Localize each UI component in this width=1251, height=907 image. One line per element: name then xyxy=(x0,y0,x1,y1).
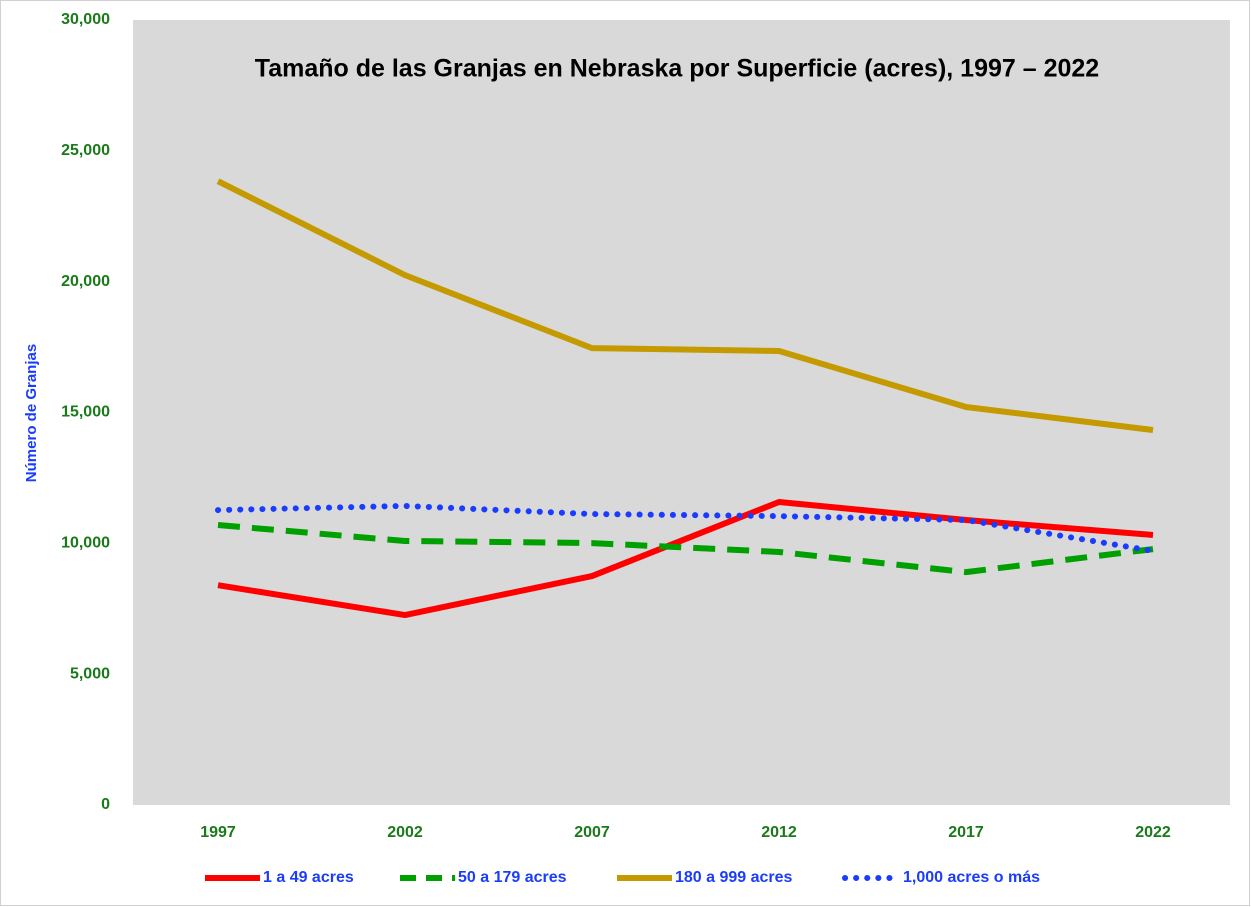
series-line xyxy=(217,522,1154,576)
x-tick-label: 2012 xyxy=(761,824,797,841)
series-line xyxy=(217,498,1154,619)
legend-label: 1 a 49 acres xyxy=(263,869,354,886)
y-tick-label: 10,000 xyxy=(61,535,110,552)
y-tick-label: 30,000 xyxy=(61,11,110,28)
y-axis-label: Número de Granjas xyxy=(23,344,40,482)
y-tick-label: 20,000 xyxy=(61,273,110,290)
y-tick-label: 0 xyxy=(101,796,110,813)
x-tick-label: 2007 xyxy=(574,824,610,841)
legend-label: 1,000 acres o más xyxy=(903,869,1040,886)
x-tick-label: 2022 xyxy=(1135,824,1171,841)
legend-label: 50 a 179 acres xyxy=(458,869,567,886)
y-tick-label: 5,000 xyxy=(70,665,110,682)
y-tick-label: 15,000 xyxy=(61,404,110,421)
x-tick-label: 2002 xyxy=(387,824,423,841)
x-tick-label: 1997 xyxy=(200,824,236,841)
y-tick-label: 25,000 xyxy=(61,142,110,159)
series-line xyxy=(215,502,1156,554)
legend-label: 180 a 999 acres xyxy=(675,869,793,886)
x-tick-label: 2017 xyxy=(948,824,984,841)
plot-area xyxy=(133,20,1230,805)
series-line xyxy=(216,178,1154,434)
chart-title: Tamaño de las Granjas en Nebraska por Su… xyxy=(255,55,1099,83)
